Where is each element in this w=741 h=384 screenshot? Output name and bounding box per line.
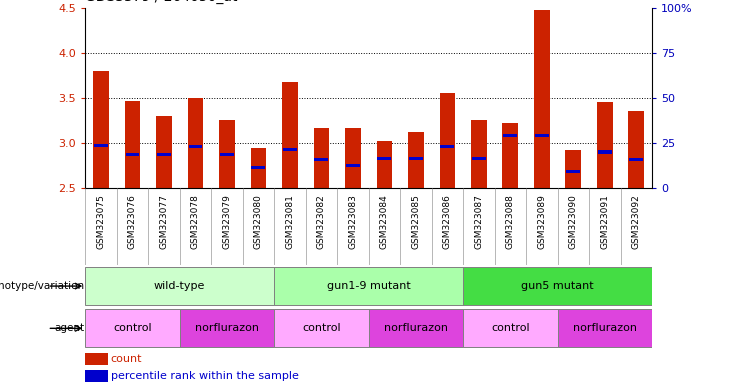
Text: GSM323082: GSM323082 (317, 194, 326, 249)
Text: genotype/variation: genotype/variation (0, 281, 84, 291)
Bar (345, 128, 361, 188)
Bar (440, 145, 454, 148)
Bar (179, 310, 274, 347)
Text: GDS3379 / 264050_at: GDS3379 / 264050_at (85, 0, 238, 4)
Bar (376, 141, 392, 188)
Bar (94, 144, 108, 147)
Text: count: count (110, 354, 142, 364)
Bar (471, 121, 487, 188)
Bar (313, 128, 329, 188)
Bar (274, 310, 369, 347)
Bar (156, 116, 172, 188)
Text: control: control (491, 323, 530, 333)
Text: control: control (302, 323, 341, 333)
Text: GSM323083: GSM323083 (348, 194, 357, 249)
Bar (219, 121, 235, 188)
Bar (85, 370, 108, 382)
Bar (220, 153, 234, 156)
Bar (409, 157, 423, 160)
Bar (463, 310, 557, 347)
Text: GSM323084: GSM323084 (380, 194, 389, 249)
Text: percentile rank within the sample: percentile rank within the sample (110, 371, 299, 381)
Bar (157, 153, 171, 156)
Text: GSM323089: GSM323089 (537, 194, 546, 249)
Text: GSM323086: GSM323086 (443, 194, 452, 249)
Text: GSM323081: GSM323081 (285, 194, 294, 249)
Bar (250, 147, 266, 188)
Text: GSM323080: GSM323080 (254, 194, 263, 249)
Bar (565, 150, 581, 188)
Text: GSM323075: GSM323075 (96, 194, 105, 249)
Text: GSM323079: GSM323079 (222, 194, 231, 249)
Bar (124, 101, 140, 188)
Bar (368, 310, 463, 347)
Bar (534, 10, 550, 188)
Bar (463, 267, 652, 305)
Bar (408, 132, 424, 188)
Text: wild-type: wild-type (154, 281, 205, 291)
Bar (472, 157, 486, 160)
Bar (566, 170, 580, 174)
Text: gun5 mutant: gun5 mutant (521, 281, 594, 291)
Text: GSM323091: GSM323091 (600, 194, 609, 249)
Text: GSM323085: GSM323085 (411, 194, 420, 249)
Bar (346, 164, 360, 167)
Bar (597, 103, 613, 188)
Bar (85, 353, 108, 365)
Bar (502, 123, 518, 188)
Bar (314, 158, 328, 161)
Bar (282, 82, 298, 188)
Text: gun1-9 mutant: gun1-9 mutant (327, 281, 411, 291)
Bar (535, 134, 549, 137)
Text: GSM323090: GSM323090 (569, 194, 578, 249)
Text: GSM323077: GSM323077 (159, 194, 168, 249)
Bar (125, 153, 139, 156)
Text: GSM323088: GSM323088 (506, 194, 515, 249)
Text: GSM323078: GSM323078 (191, 194, 200, 249)
Bar (629, 158, 643, 161)
Bar (503, 134, 517, 137)
Bar (628, 111, 644, 188)
Bar (598, 151, 612, 154)
Bar (251, 166, 265, 169)
Bar (274, 267, 463, 305)
Bar (188, 145, 202, 148)
Bar (283, 148, 297, 151)
Bar (187, 98, 203, 188)
Text: norflurazon: norflurazon (384, 323, 448, 333)
Bar (439, 93, 455, 188)
Text: norflurazon: norflurazon (573, 323, 637, 333)
Bar (93, 71, 109, 188)
Bar (85, 267, 274, 305)
Text: agent: agent (54, 323, 84, 333)
Text: GSM323092: GSM323092 (632, 194, 641, 249)
Text: norflurazon: norflurazon (195, 323, 259, 333)
Text: GSM323087: GSM323087 (474, 194, 483, 249)
Text: GSM323076: GSM323076 (128, 194, 137, 249)
Bar (557, 310, 652, 347)
Bar (377, 157, 391, 160)
Text: control: control (113, 323, 152, 333)
Bar (85, 310, 179, 347)
